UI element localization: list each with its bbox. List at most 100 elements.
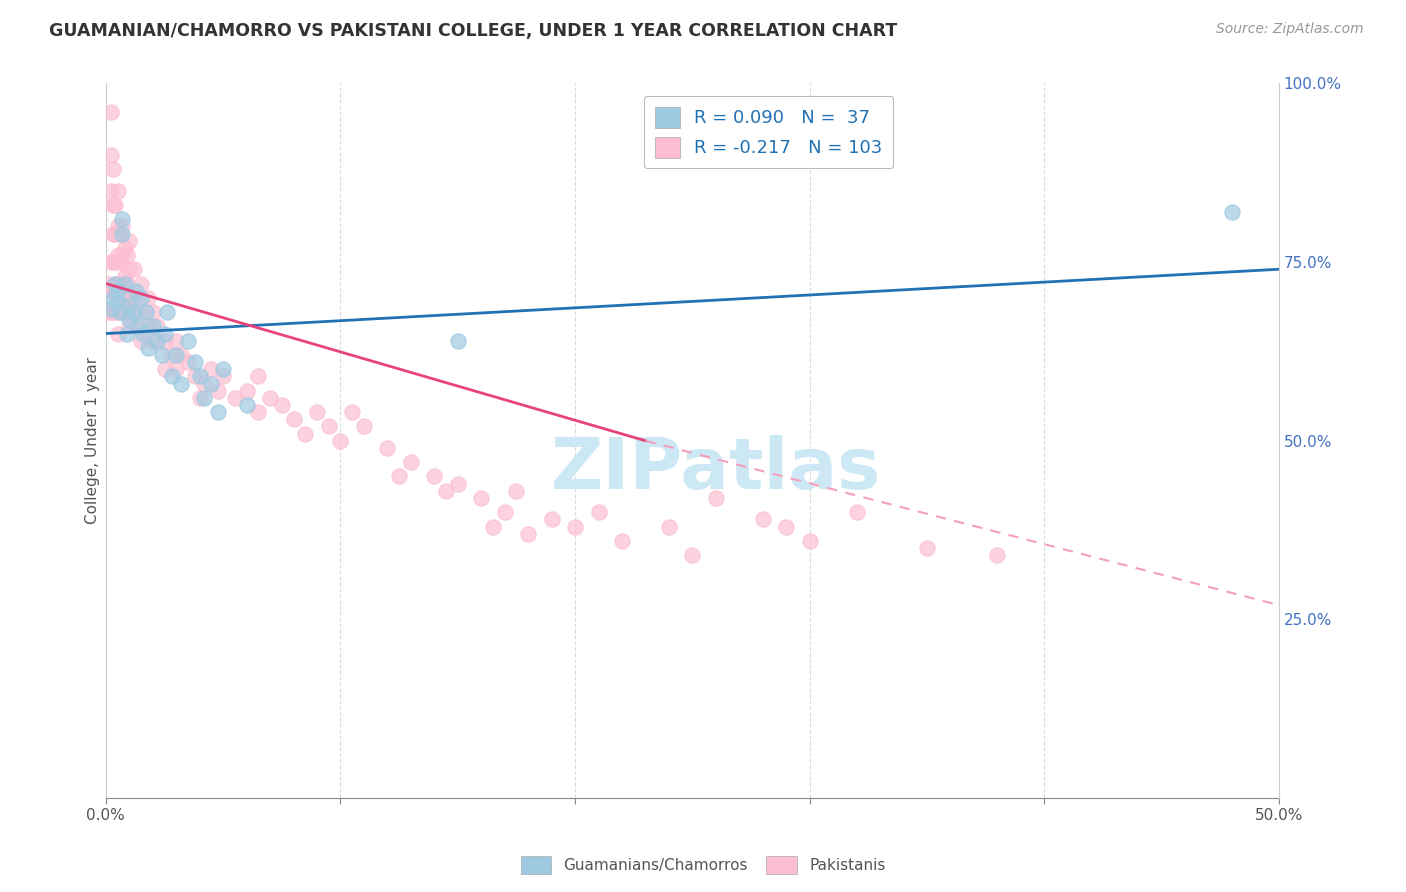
Point <box>114 269 136 284</box>
Point <box>107 326 129 341</box>
Point <box>122 319 145 334</box>
Point <box>101 227 124 241</box>
Point <box>97 277 120 291</box>
Legend: Guamanians/Chamorros, Pakistanis: Guamanians/Chamorros, Pakistanis <box>515 850 891 880</box>
Point <box>115 248 138 262</box>
Point <box>97 305 120 319</box>
Point <box>101 162 124 177</box>
Point <box>188 391 211 405</box>
Point <box>283 412 305 426</box>
Point <box>681 548 703 562</box>
Point <box>128 319 150 334</box>
Point <box>100 148 122 162</box>
Point <box>129 277 152 291</box>
Point <box>200 362 222 376</box>
Point <box>108 305 131 319</box>
Point <box>318 419 340 434</box>
Point <box>423 469 446 483</box>
Point <box>150 348 173 362</box>
Point <box>165 334 187 348</box>
Point <box>111 248 134 262</box>
Point <box>915 541 938 555</box>
Point <box>111 305 134 319</box>
Point <box>129 291 152 305</box>
Text: Source: ZipAtlas.com: Source: ZipAtlas.com <box>1216 22 1364 37</box>
Point <box>799 533 821 548</box>
Point <box>107 294 129 309</box>
Point <box>101 198 124 212</box>
Point <box>752 512 775 526</box>
Point <box>207 405 229 419</box>
Point <box>142 305 165 319</box>
Point <box>470 491 492 505</box>
Point <box>115 277 138 291</box>
Point <box>224 391 246 405</box>
Point <box>101 305 124 319</box>
Point <box>156 305 179 319</box>
Point <box>564 519 586 533</box>
Point <box>136 341 159 355</box>
Point <box>135 305 157 319</box>
Point <box>193 391 215 405</box>
Point <box>115 305 138 319</box>
Point <box>108 284 131 298</box>
Point <box>100 284 122 298</box>
Point <box>142 319 165 334</box>
Point <box>235 398 257 412</box>
Point <box>153 326 176 341</box>
Point <box>165 348 187 362</box>
Point <box>160 348 183 362</box>
Point <box>305 405 328 419</box>
Point <box>108 255 131 269</box>
Point <box>200 376 222 391</box>
Point <box>100 301 122 316</box>
Point <box>111 277 134 291</box>
Point <box>377 441 399 455</box>
Point <box>107 219 129 234</box>
Point <box>207 384 229 398</box>
Point <box>434 483 457 498</box>
Point <box>610 533 633 548</box>
Point <box>177 334 200 348</box>
Point <box>132 326 155 341</box>
Y-axis label: College, Under 1 year: College, Under 1 year <box>86 357 100 524</box>
Point <box>399 455 422 469</box>
Point <box>540 512 562 526</box>
Legend: R = 0.090   N =  37, R = -0.217   N = 103: R = 0.090 N = 37, R = -0.217 N = 103 <box>644 96 893 169</box>
Point <box>122 262 145 277</box>
Point <box>122 291 145 305</box>
Point <box>146 334 169 348</box>
Point <box>129 305 152 319</box>
Point <box>118 291 141 305</box>
Point <box>170 376 193 391</box>
Point <box>107 184 129 198</box>
Point <box>193 376 215 391</box>
Point <box>100 184 122 198</box>
Point <box>247 369 270 384</box>
Point <box>160 369 183 384</box>
Point <box>188 369 211 384</box>
Point <box>136 319 159 334</box>
Point <box>447 476 470 491</box>
Point <box>114 241 136 255</box>
Point <box>270 398 292 412</box>
Point <box>118 262 141 277</box>
Point <box>104 227 127 241</box>
Point <box>142 334 165 348</box>
Text: ZIPatlas: ZIPatlas <box>551 434 882 504</box>
Point <box>704 491 727 505</box>
Point <box>122 305 145 319</box>
Point <box>100 305 122 319</box>
Point <box>101 291 124 305</box>
Point <box>118 312 141 326</box>
Point <box>153 362 176 376</box>
Point <box>212 369 235 384</box>
Point <box>165 362 187 376</box>
Point <box>118 298 141 312</box>
Point <box>388 469 411 483</box>
Point <box>107 305 129 319</box>
Point <box>1220 205 1243 219</box>
Point <box>177 355 200 369</box>
Point <box>658 519 681 533</box>
Point <box>111 219 134 234</box>
